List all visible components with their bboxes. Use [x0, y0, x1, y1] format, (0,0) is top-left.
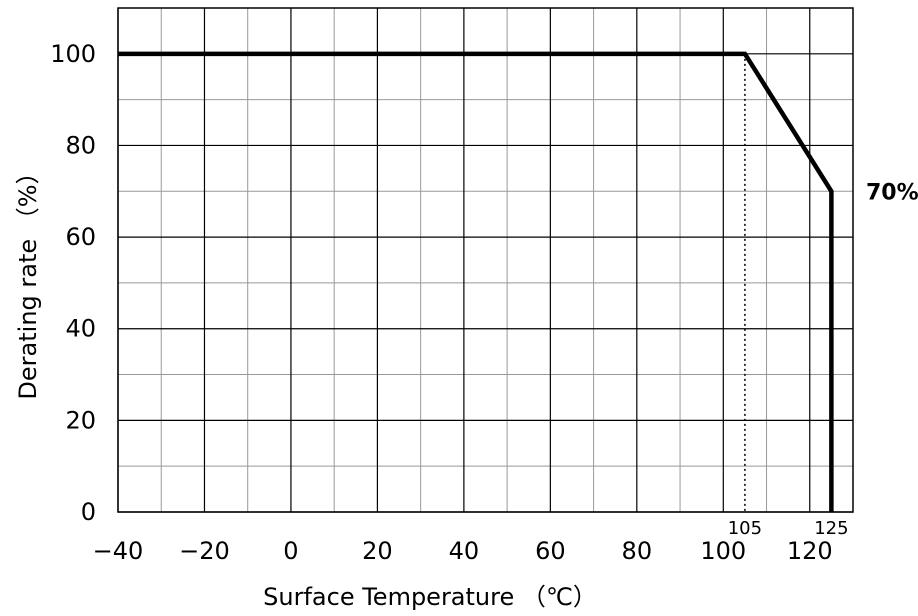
- plot-frame: [117, 7, 854, 513]
- y-tick-label: 20: [65, 406, 96, 434]
- x-tick-label: 100: [700, 537, 746, 565]
- grid-major: [117, 8, 853, 513]
- y-tick-label: 40: [65, 315, 96, 343]
- annotation-105: 105: [728, 518, 762, 539]
- y-tick-label: 60: [65, 223, 96, 251]
- x-tick-label: 120: [787, 537, 833, 565]
- x-axis-label: Surface Temperature （℃）: [263, 583, 597, 611]
- x-tick-label: −20: [179, 537, 230, 565]
- grid-minor: [118, 7, 854, 512]
- x-tick-label: −40: [93, 537, 144, 565]
- y-tick-label: 100: [50, 40, 96, 68]
- x-tick-label: 0: [283, 537, 298, 565]
- y-axis-label: Derating rate （%）: [14, 160, 42, 399]
- x-tick-label: 80: [622, 537, 653, 565]
- x-tick-label: 20: [362, 537, 393, 565]
- x-tick-label: 40: [449, 537, 480, 565]
- annotation-125: 125: [814, 518, 848, 539]
- x-tick-label: 60: [535, 537, 566, 565]
- derating-curve: [118, 51, 834, 512]
- y-tick-label: 80: [65, 131, 96, 159]
- x-tick-labels: −40 −20 0 20 40 60 80 100 120: [93, 537, 833, 565]
- y-tick-labels: 0 20 40 60 80 100: [50, 40, 96, 526]
- series-layer: [118, 51, 834, 512]
- annotation-70-percent: 70%: [866, 180, 918, 205]
- y-tick-label: 0: [81, 498, 96, 526]
- annotations: 105 125 70%: [728, 180, 918, 539]
